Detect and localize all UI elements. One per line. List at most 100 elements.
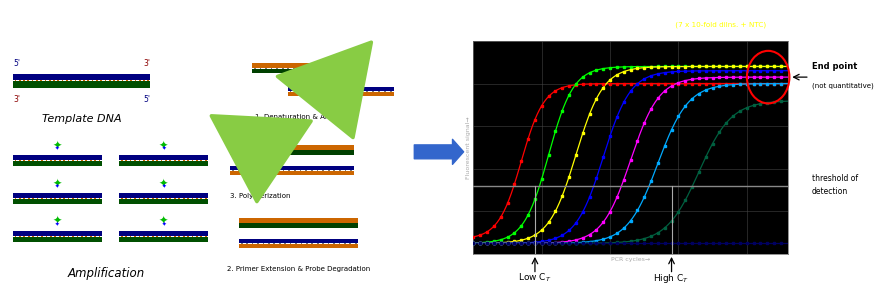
FancyBboxPatch shape (130, 160, 132, 161)
FancyBboxPatch shape (53, 80, 55, 81)
FancyBboxPatch shape (334, 170, 335, 171)
FancyBboxPatch shape (263, 243, 265, 244)
FancyBboxPatch shape (288, 87, 394, 91)
FancyBboxPatch shape (13, 161, 102, 166)
FancyBboxPatch shape (67, 236, 69, 237)
FancyBboxPatch shape (161, 198, 163, 199)
FancyBboxPatch shape (55, 236, 57, 237)
FancyBboxPatch shape (99, 236, 101, 237)
FancyBboxPatch shape (239, 239, 358, 243)
FancyBboxPatch shape (157, 198, 158, 199)
FancyBboxPatch shape (192, 198, 194, 199)
Text: Low C$_T$: Low C$_T$ (519, 272, 551, 284)
FancyBboxPatch shape (281, 68, 283, 69)
FancyBboxPatch shape (325, 91, 327, 92)
FancyBboxPatch shape (66, 80, 68, 81)
FancyBboxPatch shape (28, 198, 30, 199)
FancyBboxPatch shape (333, 243, 335, 244)
Text: ✦: ✦ (53, 178, 62, 188)
FancyBboxPatch shape (41, 236, 42, 237)
FancyBboxPatch shape (378, 91, 380, 92)
FancyBboxPatch shape (92, 80, 94, 81)
FancyBboxPatch shape (32, 80, 34, 81)
FancyBboxPatch shape (317, 170, 319, 171)
FancyBboxPatch shape (46, 160, 48, 161)
FancyBboxPatch shape (58, 198, 60, 199)
FancyBboxPatch shape (183, 236, 185, 237)
FancyBboxPatch shape (259, 68, 261, 69)
FancyBboxPatch shape (294, 170, 296, 171)
FancyBboxPatch shape (113, 80, 115, 81)
FancyBboxPatch shape (327, 170, 329, 171)
FancyBboxPatch shape (148, 236, 149, 237)
FancyBboxPatch shape (348, 68, 350, 69)
FancyBboxPatch shape (201, 236, 202, 237)
FancyBboxPatch shape (143, 80, 145, 81)
FancyBboxPatch shape (332, 68, 334, 69)
FancyBboxPatch shape (179, 236, 181, 237)
Text: 5': 5' (143, 95, 150, 104)
FancyBboxPatch shape (77, 198, 79, 199)
FancyBboxPatch shape (13, 193, 102, 198)
FancyBboxPatch shape (173, 160, 175, 161)
Text: 3': 3' (143, 59, 150, 68)
FancyBboxPatch shape (350, 170, 352, 171)
FancyBboxPatch shape (130, 236, 132, 237)
FancyBboxPatch shape (252, 69, 363, 73)
FancyBboxPatch shape (315, 68, 317, 69)
FancyBboxPatch shape (268, 243, 270, 244)
FancyBboxPatch shape (73, 236, 74, 237)
FancyBboxPatch shape (344, 170, 346, 171)
FancyBboxPatch shape (342, 91, 344, 92)
Text: threshold of: threshold of (812, 174, 858, 183)
FancyBboxPatch shape (49, 80, 50, 81)
FancyBboxPatch shape (67, 160, 69, 161)
Text: (not quantitative): (not quantitative) (812, 83, 873, 89)
FancyBboxPatch shape (19, 236, 21, 237)
FancyBboxPatch shape (74, 80, 76, 81)
FancyBboxPatch shape (254, 68, 256, 69)
FancyBboxPatch shape (37, 236, 39, 237)
FancyBboxPatch shape (279, 243, 281, 244)
FancyBboxPatch shape (36, 80, 38, 81)
FancyBboxPatch shape (295, 243, 296, 244)
FancyBboxPatch shape (192, 160, 194, 161)
FancyBboxPatch shape (271, 68, 273, 69)
FancyBboxPatch shape (126, 198, 127, 199)
FancyBboxPatch shape (90, 236, 92, 237)
FancyBboxPatch shape (312, 243, 313, 244)
FancyBboxPatch shape (13, 155, 102, 160)
FancyBboxPatch shape (120, 160, 122, 161)
FancyBboxPatch shape (119, 155, 208, 160)
FancyBboxPatch shape (73, 160, 74, 161)
FancyBboxPatch shape (305, 170, 307, 171)
Text: ✦: ✦ (159, 216, 168, 226)
FancyBboxPatch shape (360, 91, 362, 92)
FancyBboxPatch shape (257, 243, 258, 244)
FancyBboxPatch shape (173, 236, 175, 237)
FancyBboxPatch shape (139, 80, 141, 81)
FancyBboxPatch shape (293, 68, 295, 69)
FancyBboxPatch shape (337, 91, 339, 92)
Text: (7 x 10-fold dilns. + NTC): (7 x 10-fold dilns. + NTC) (673, 22, 766, 28)
FancyBboxPatch shape (55, 160, 57, 161)
FancyBboxPatch shape (64, 160, 65, 161)
FancyBboxPatch shape (90, 198, 92, 199)
FancyBboxPatch shape (255, 170, 257, 171)
FancyBboxPatch shape (85, 198, 87, 199)
FancyBboxPatch shape (390, 91, 392, 92)
FancyBboxPatch shape (173, 198, 175, 199)
FancyBboxPatch shape (37, 160, 39, 161)
FancyBboxPatch shape (143, 198, 145, 199)
FancyBboxPatch shape (14, 160, 16, 161)
FancyBboxPatch shape (67, 198, 69, 199)
FancyBboxPatch shape (239, 244, 358, 248)
FancyBboxPatch shape (322, 243, 324, 244)
FancyBboxPatch shape (13, 199, 102, 204)
FancyBboxPatch shape (41, 198, 42, 199)
FancyBboxPatch shape (83, 80, 85, 81)
FancyBboxPatch shape (266, 170, 267, 171)
FancyBboxPatch shape (46, 236, 48, 237)
FancyBboxPatch shape (81, 160, 83, 161)
FancyBboxPatch shape (179, 198, 181, 199)
